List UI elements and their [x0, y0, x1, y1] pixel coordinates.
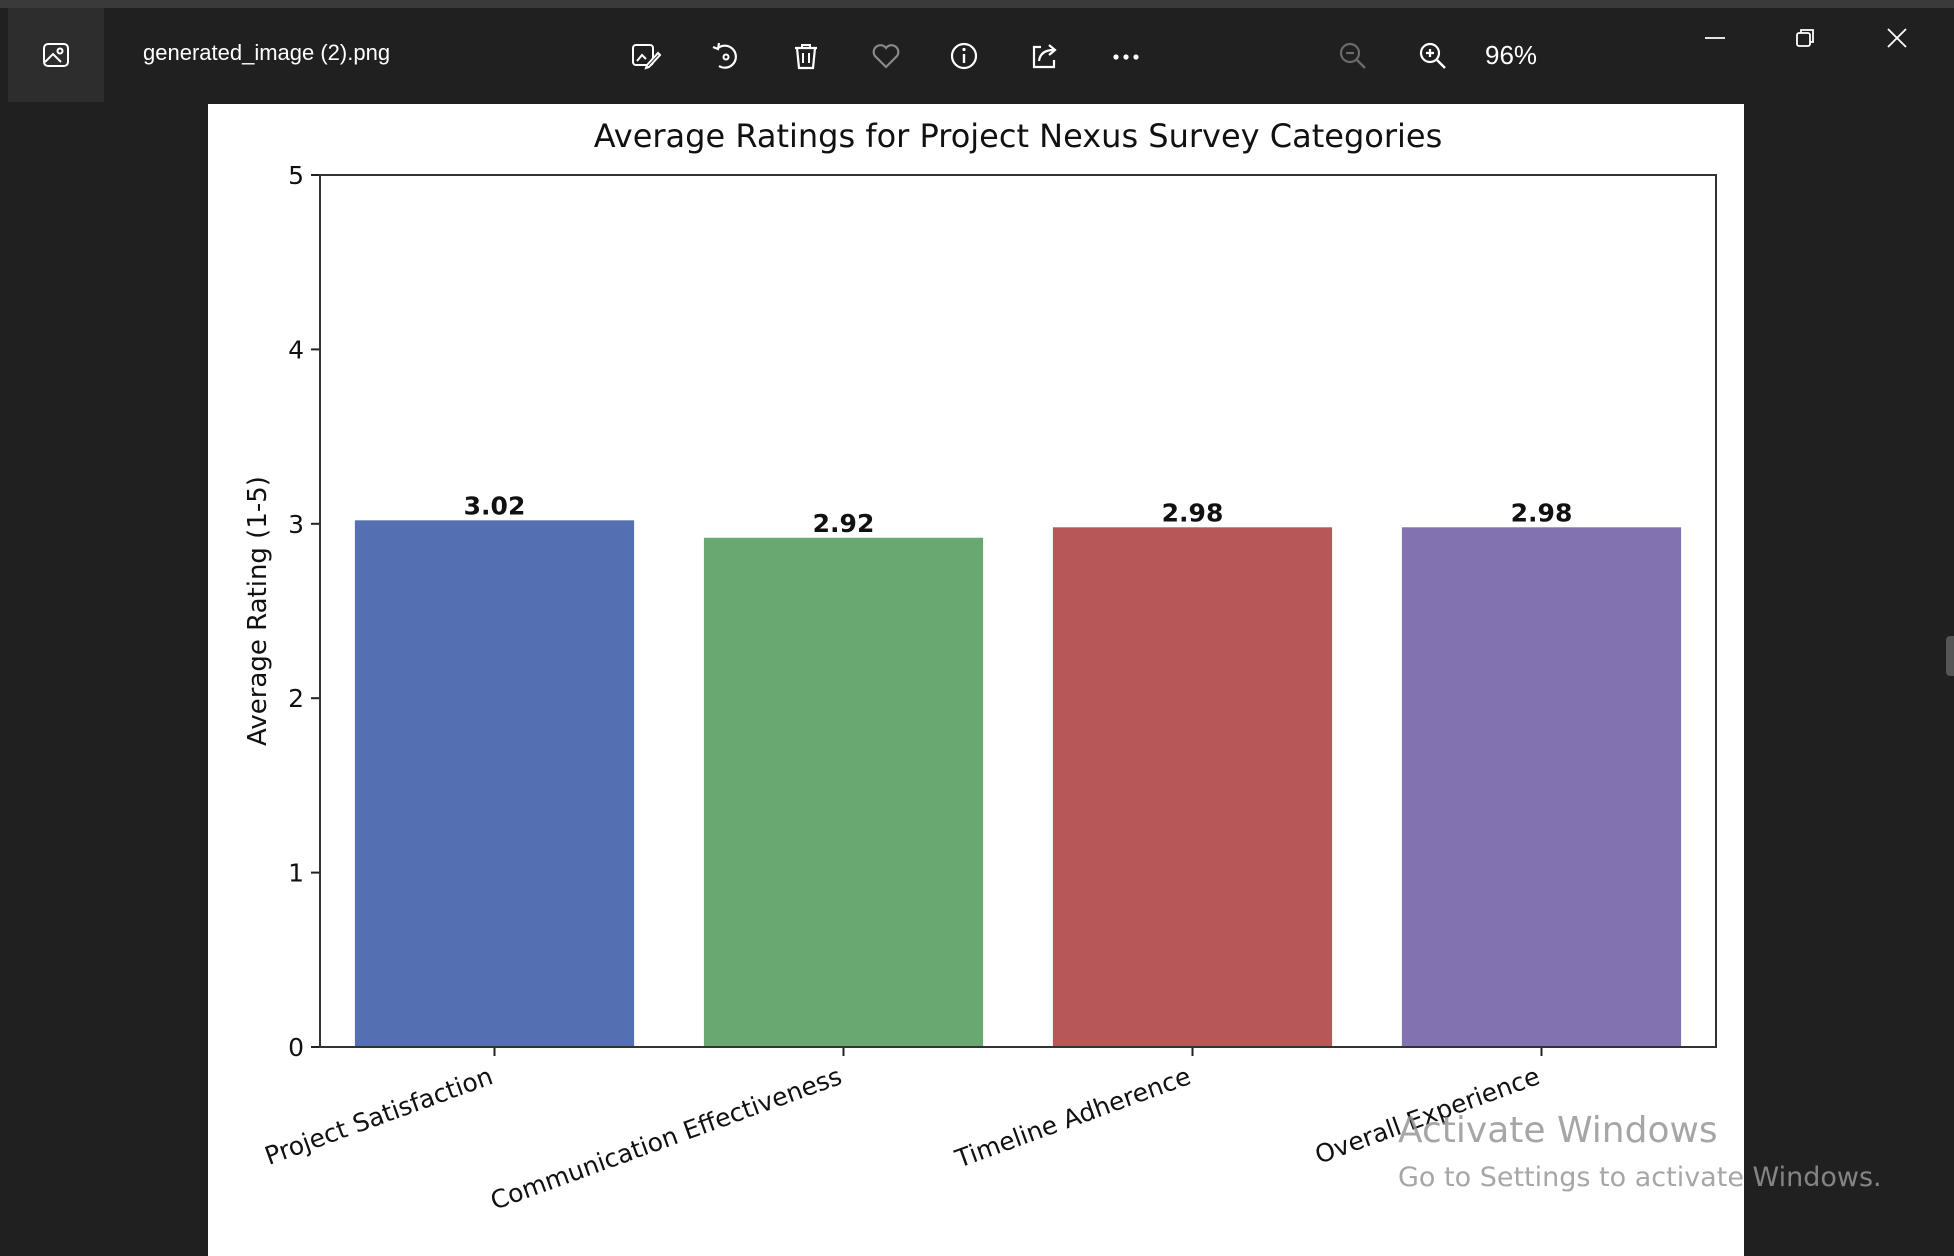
y-tick-label: 1 [288, 859, 304, 888]
zoom-level[interactable]: 96% [1485, 40, 1538, 70]
favorite-icon [872, 44, 900, 69]
share-icon [1032, 44, 1057, 69]
file-name: generated_image (2).png [143, 40, 391, 65]
bar [354, 520, 635, 1047]
zoom-out-icon [1339, 42, 1366, 69]
x-tick-label: Timeline Adherence [951, 1061, 1195, 1173]
minimize-button[interactable] [1692, 18, 1738, 58]
zoom-in-button[interactable] [1413, 36, 1453, 76]
bar-value-label: 3.02 [464, 491, 526, 520]
y-tick-label: 5 [288, 161, 304, 190]
more-icon [1113, 54, 1139, 60]
x-tick-label: Communication Effectiveness [487, 1061, 846, 1215]
rotate-icon [712, 42, 737, 69]
info-icon [950, 42, 978, 70]
y-axis-label: Average Rating (1-5) [243, 476, 273, 746]
close-icon [1887, 28, 1907, 48]
bar [1052, 527, 1333, 1047]
bar-value-label: 2.92 [813, 509, 875, 538]
restore-button[interactable] [1782, 18, 1828, 58]
minimize-icon [1705, 37, 1725, 39]
activation-watermark-subtitle: Go to Settings to activate Windows. [1398, 1162, 1882, 1193]
plot-frame [319, 174, 1717, 1048]
restore-icon [1796, 29, 1814, 47]
info-button[interactable] [944, 36, 984, 76]
favorite-button[interactable] [866, 36, 906, 76]
bar-value-label: 2.98 [1511, 498, 1573, 527]
gallery-icon [43, 43, 69, 67]
edit-image-button[interactable] [626, 36, 666, 76]
x-tick-label: Project Satisfaction [261, 1061, 497, 1170]
y-tick-label: 4 [288, 335, 304, 364]
close-button[interactable] [1874, 18, 1920, 58]
y-tick-label: 0 [288, 1033, 304, 1062]
activation-watermark-title: Activate Windows [1398, 1110, 1718, 1151]
side-panel-handle[interactable] [1946, 636, 1954, 676]
delete-icon [795, 44, 817, 70]
y-tick-label: 3 [288, 510, 304, 539]
zoom-in-icon [1419, 42, 1446, 69]
bar [703, 537, 984, 1047]
chart-title: Average Ratings for Project Nexus Survey… [594, 117, 1443, 155]
bar-chart: Average Ratings for Project Nexus Survey… [243, 117, 1717, 1216]
gallery-button[interactable] [8, 8, 104, 102]
bar-value-label: 2.98 [1162, 498, 1224, 527]
edit-image-icon [632, 44, 662, 70]
window-frame-edge [0, 0, 1954, 8]
share-button[interactable] [1025, 36, 1065, 76]
zoom-out-button[interactable] [1333, 36, 1373, 76]
delete-button[interactable] [786, 36, 826, 76]
image-display[interactable]: Average Ratings for Project Nexus Survey… [208, 104, 1744, 1256]
y-tick-label: 2 [288, 684, 304, 713]
bar [1401, 527, 1682, 1047]
more-button[interactable] [1106, 36, 1146, 76]
rotate-button[interactable] [706, 36, 746, 76]
